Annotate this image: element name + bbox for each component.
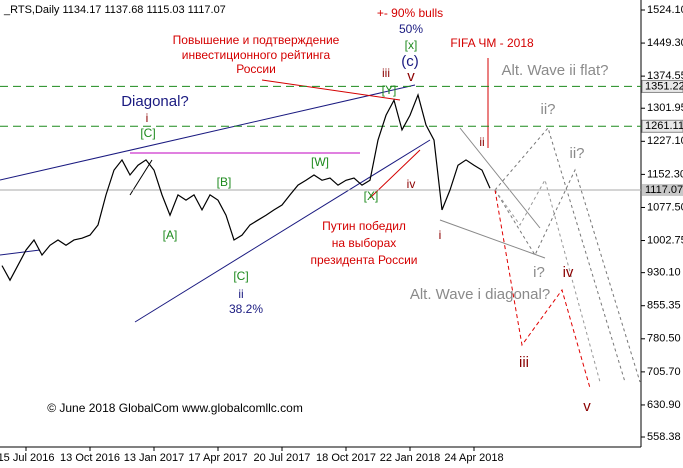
annotation: [x] <box>405 38 418 52</box>
y-tick-label: 705.70 <box>647 366 681 378</box>
y-tick-label: 1152.30 <box>647 168 683 180</box>
y-tick-label: 1002.75 <box>647 234 683 246</box>
x-tick-label: 18 Oct 2017 <box>316 452 376 464</box>
annotation: [A] <box>163 228 178 242</box>
level-label: 1351.22 <box>645 80 683 92</box>
annotation: 38.2% <box>229 302 263 316</box>
level-label: 1261.11 <box>645 120 683 132</box>
price-line <box>1 93 491 282</box>
annotation: [W] <box>311 155 329 169</box>
annotation: инвестиционного рейтинга <box>182 48 331 62</box>
annotation: FIFA ЧМ - 2018 <box>450 36 534 50</box>
annotation: Diagonal? <box>121 93 189 110</box>
y-tick-label: 780.50 <box>647 333 681 345</box>
annotation: i <box>146 111 149 125</box>
annotation: ii <box>479 135 484 149</box>
level-box <box>641 119 683 133</box>
y-tick-label: 1301.95 <box>647 102 683 114</box>
y-tick-label: 1524.10 <box>647 4 683 16</box>
annotation: i <box>439 228 442 242</box>
y-tick-label: 1227.10 <box>647 135 683 147</box>
y-tick-label: 558.38 <box>647 431 681 443</box>
annotation: на выборах <box>332 236 397 250</box>
annotation: (c) <box>401 53 419 70</box>
x-tick-label: 17 Apr 2017 <box>188 452 247 464</box>
chart-title: _RTS,Daily 1134.17 1137.68 1115.03 1117.… <box>3 4 226 16</box>
x-tick-label: 15 Jul 2016 <box>0 452 54 464</box>
x-tick-label: 24 Apr 2018 <box>444 452 503 464</box>
annotation: ii? <box>540 101 555 118</box>
annotation: [X] <box>364 189 379 203</box>
annotation: iii <box>382 66 390 80</box>
x-tick-label: 13 Oct 2016 <box>60 452 120 464</box>
annotation: 50% <box>399 22 423 36</box>
annotation: Alt. Wave ii flat? <box>502 62 609 79</box>
annotation: +- 90% bulls <box>377 6 443 20</box>
annotation: [C] <box>140 126 155 140</box>
y-tick-label: 855.35 <box>647 300 681 312</box>
annotation: Путин победил <box>322 219 406 233</box>
decorations <box>0 58 641 389</box>
x-tick-label: 13 Jan 2017 <box>124 452 185 464</box>
last-price-label: 1117.07 <box>645 184 683 196</box>
y-tick-label: 630.90 <box>647 399 681 411</box>
last-price-box <box>642 183 683 196</box>
annotation: [Y] <box>382 83 397 97</box>
annotation: Alt. Wave i diagonal? <box>410 286 550 303</box>
annotation: ii <box>238 287 243 301</box>
x-tick-label: 20 Jul 2017 <box>254 452 311 464</box>
annotation: v <box>407 68 415 85</box>
annotation: Повышение и подтверждение <box>173 33 340 47</box>
annotation: iv <box>563 264 574 281</box>
annotation: России <box>236 62 276 76</box>
level-box <box>641 79 683 93</box>
y-tick-label: 1374.55 <box>647 70 683 82</box>
annotation: [C] <box>233 269 248 283</box>
x-tick-label: 22 Jan 2018 <box>380 452 441 464</box>
annotation: © June 2018 GlobalCom www.globalcomllc.c… <box>47 401 303 415</box>
annotation: i? <box>533 264 545 281</box>
y-tick-label: 1449.30 <box>647 37 683 49</box>
annotation: v <box>583 398 591 415</box>
annotation: президента России <box>310 253 417 267</box>
y-tick-label: 930.10 <box>647 267 681 279</box>
annotation: iv <box>407 177 416 191</box>
annotation: iii <box>519 354 529 371</box>
annotation: ii? <box>569 145 584 162</box>
y-tick-label: 1077.50 <box>647 201 683 213</box>
annotation: [B] <box>217 175 232 189</box>
